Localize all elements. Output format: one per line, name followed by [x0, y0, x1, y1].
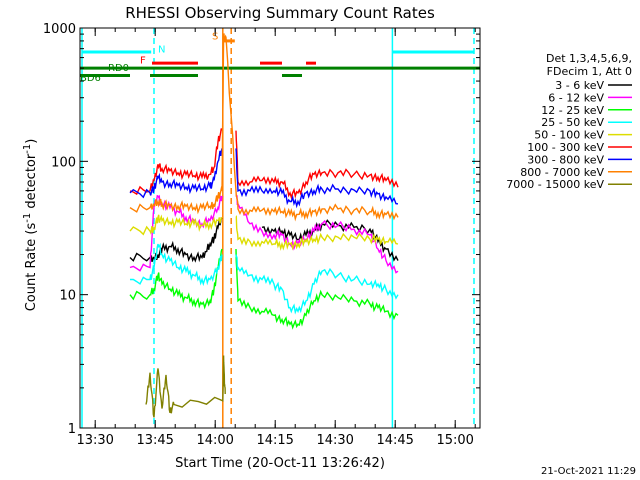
series-line	[129, 214, 223, 236]
y-tick-label: 1000	[43, 22, 76, 37]
flag-bar-label: BD6	[80, 73, 101, 84]
series-line	[129, 128, 223, 196]
series-line	[129, 194, 223, 272]
plot-frame	[79, 27, 481, 429]
legend-entry-label: 25 - 50 keV	[541, 116, 604, 129]
x-tick-label: 15:00	[436, 433, 473, 448]
y-axis-label: Count Rate (s-1 detector-1)	[22, 139, 39, 312]
legend: Det 1,3,4,5,6,9,FDecim 1, Att 03 - 6 keV…	[506, 52, 632, 191]
flag-bar-label: N	[158, 45, 165, 56]
y-axis-label-end: )	[24, 139, 39, 144]
legend-entry-label: 300 - 800 keV	[527, 153, 604, 166]
flag-bar-label: F	[140, 56, 146, 67]
legend-header-line: FDecim 1, Att 0	[547, 65, 632, 78]
x-tick-label: 14:30	[316, 433, 353, 448]
y-tick-label: 10	[59, 289, 76, 304]
y-axis-label-mid: detector	[24, 153, 39, 213]
series-line	[129, 248, 223, 310]
x-axis-label: Start Time (20-Oct-11 13:26:42)	[175, 456, 385, 471]
axis-ticks: 13:30 13:45 14:00 14:15 14:30 14:45 15:00 1 10 10…	[43, 22, 480, 448]
series-line	[129, 33, 399, 222]
legend-entry-label: 3 - 6 keV	[555, 79, 604, 92]
y-axis-label-main: Count Rate (s	[24, 223, 39, 312]
legend-entry-label: 7000 - 15000 keV	[506, 178, 604, 191]
series-line	[235, 248, 399, 330]
chart-title: RHESSI Observing Summary Count Rates	[125, 4, 435, 22]
series-line	[235, 214, 399, 251]
legend-header-line: Det 1,3,4,5,6,9,	[546, 52, 632, 65]
legend-entry-label: 100 - 300 keV	[527, 141, 604, 154]
series-line	[129, 148, 223, 199]
flag-bar-label: S	[212, 31, 218, 42]
series-line	[235, 148, 399, 209]
plot-area: N S F RD0 BD6	[80, 28, 480, 428]
series-line	[235, 130, 399, 200]
legend-entry-label: 800 - 7000 keV	[520, 166, 604, 179]
y-axis-label-sup1: -1	[22, 213, 33, 223]
x-tick-label: 14:00	[196, 433, 233, 448]
series-line	[235, 254, 399, 315]
series-line	[145, 355, 226, 418]
legend-entry-label: 6 - 12 keV	[548, 91, 604, 104]
x-tick-label: 14:45	[376, 433, 413, 448]
legend-entry-label: 50 - 100 keV	[534, 129, 604, 142]
x-tick-label: 13:30	[76, 433, 113, 448]
series-line	[130, 242, 223, 287]
render-timestamp: 21-Oct-2021 11:29	[541, 466, 636, 477]
series-line	[261, 219, 399, 262]
y-tick-label: 1	[68, 422, 76, 437]
y-tick-label: 100	[51, 155, 76, 170]
flag-bar-label: RD0	[108, 63, 129, 74]
series-line	[235, 194, 399, 274]
x-tick-label: 14:15	[256, 433, 293, 448]
y-axis-label-sup2: -1	[22, 144, 33, 154]
legend-entry-label: 12 - 25 keV	[541, 104, 604, 117]
x-tick-label: 13:45	[136, 433, 173, 448]
